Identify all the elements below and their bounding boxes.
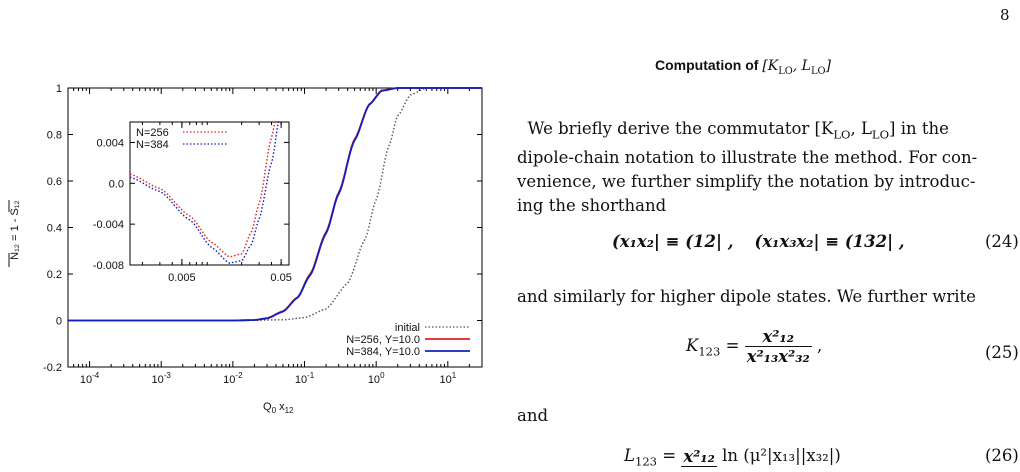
inset-xtick-label: 0.005 xyxy=(168,272,196,284)
main-ytick-label: 0.6 xyxy=(47,176,62,188)
main-xtick-label: 10-1 xyxy=(295,371,315,386)
legend-label-0: initial xyxy=(395,322,420,334)
main-xtick-label: 10-2 xyxy=(223,371,243,386)
figure: -0.2 0 0.2 0.4 0.6 0.8 1 10-4 10-3 10-2 10-1 100 101… xyxy=(8,83,483,415)
heading-text: Computation of xyxy=(655,57,759,73)
main-series-2 xyxy=(68,87,482,322)
and-text: and xyxy=(517,406,549,425)
main-ytick-label: 0.2 xyxy=(47,269,62,281)
main-series-0 xyxy=(68,87,482,322)
inset-ytick-label: 0.004 xyxy=(96,137,124,149)
main-xtick-label: 10-4 xyxy=(80,371,100,386)
para-line-2: dipole-chain notation to illustrate the … xyxy=(517,148,978,168)
inset-ytick-label: -0.008 xyxy=(93,260,124,272)
heading-math: [KLO, LLO] xyxy=(762,58,831,77)
legend-label-1: N=256, Y=10.0 xyxy=(346,334,420,346)
equation-24: (x₁x₂| ≡ (12| , (x₁x₃x₂| ≡ (132| , xyxy=(612,232,905,251)
inset-legend-label-1: N=384 xyxy=(136,139,169,151)
section-heading: Computation of [KLO, LLO] xyxy=(655,57,831,77)
inset-ytick-label: -0.004 xyxy=(93,219,124,231)
equation-24-number: (24) xyxy=(985,232,1019,251)
inset-series-1 xyxy=(129,121,282,264)
main-xlabel: Q0 x12 xyxy=(263,401,294,415)
equation-25: K123 = x²₁₂ x²₁₃x²₃₂ , xyxy=(686,327,823,366)
after-eq24-text: and similarly for higher dipole states. … xyxy=(517,287,976,306)
main-xtick-label: 101 xyxy=(439,371,456,386)
equation-26-number: (26) xyxy=(985,446,1019,465)
intro-paragraph: We briefly derive the commutator [KLO, L… xyxy=(517,117,1015,218)
para-line-4: ing the shorthand xyxy=(517,196,667,216)
main-ytick-label: 0.4 xyxy=(47,223,62,235)
inset-xtick-label: 0.05 xyxy=(270,272,291,284)
page-number: 8 xyxy=(1000,6,1010,24)
inset-legend-label-0: N=256 xyxy=(136,127,169,139)
main-ytick-label: -0.2 xyxy=(43,362,62,374)
inset-series-0 xyxy=(129,121,282,258)
main-ytick-label: 1 xyxy=(56,83,62,95)
equation-25-number: (25) xyxy=(985,343,1019,362)
main-ytick-label: 0 xyxy=(56,316,62,328)
para-line-1: We briefly derive the commutator [KLO, L… xyxy=(527,119,949,142)
equation-26: L123 = x²₁₂ ln (μ²|x₁₃||x₃₂|) xyxy=(624,446,841,469)
main-plot: -0.2 0 0.2 0.4 0.6 0.8 1 10-4 10-3 10-2 10-1 100 101… xyxy=(8,83,483,415)
main-ylabel: N₁₂ = 1 - S₁₂ xyxy=(9,200,21,260)
legend-label-2: N=384, Y=10.0 xyxy=(346,346,420,358)
para-line-3: venience, we further simplify the notati… xyxy=(517,172,976,192)
inset-ytick-label: 0.0 xyxy=(109,178,124,190)
main-ytick-label: 0.8 xyxy=(47,130,62,142)
main-xtick-label: 10-3 xyxy=(152,371,172,386)
main-xtick-label: 100 xyxy=(368,371,385,386)
